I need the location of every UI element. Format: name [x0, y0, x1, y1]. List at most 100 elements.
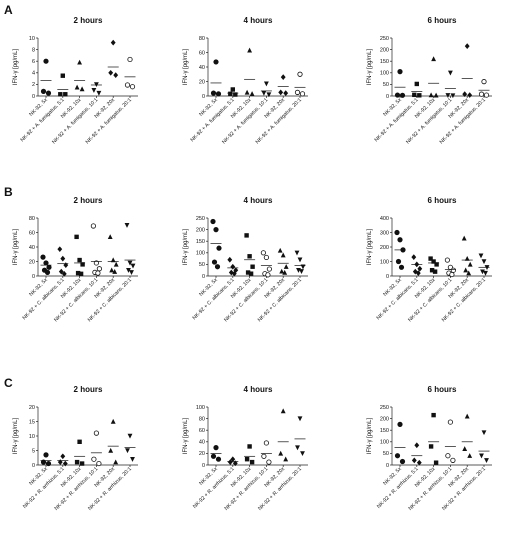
- data-point: [283, 264, 289, 269]
- data-point: [467, 92, 473, 98]
- data-point: [478, 253, 484, 259]
- data-point: [398, 264, 405, 270]
- data-point: [213, 59, 219, 65]
- y-tick-label: 100: [380, 259, 389, 265]
- data-point: [294, 89, 301, 95]
- data-point: [283, 90, 289, 96]
- y-tick-label: 20: [199, 451, 205, 457]
- data-point: [230, 263, 236, 270]
- data-point: [433, 92, 439, 98]
- data-point: [124, 82, 131, 88]
- y-tick-label: 15: [29, 419, 35, 425]
- data-point: [58, 92, 63, 97]
- y-tick-label: 250: [380, 36, 389, 42]
- y-tick-label: 0: [202, 463, 205, 469]
- y-tick-label: 100: [380, 71, 389, 77]
- chart-title: 6 hours: [428, 385, 457, 394]
- y-axis-label: IFN-γ [pg/mL]: [183, 48, 189, 85]
- data-point: [77, 257, 82, 263]
- data-point: [431, 56, 437, 62]
- y-tick-label: 150: [196, 239, 205, 245]
- data-point: [431, 412, 436, 418]
- y-tick-label: 0: [32, 94, 35, 100]
- y-tick-label: 300: [380, 230, 389, 236]
- data-point: [411, 457, 417, 464]
- data-point: [397, 237, 403, 243]
- data-point: [127, 260, 133, 266]
- data-point: [449, 271, 455, 278]
- y-tick-label: 100: [196, 405, 205, 411]
- data-point: [464, 43, 470, 49]
- data-point: [478, 91, 485, 97]
- data-point: [127, 433, 133, 439]
- y-tick-label: 200: [196, 227, 205, 233]
- y-axis-label: IFN-γ [pg/mL]: [13, 228, 19, 265]
- chart-title: 4 hours: [244, 16, 273, 25]
- data-point: [58, 268, 64, 275]
- data-point: [467, 261, 473, 267]
- data-point: [210, 453, 217, 459]
- y-axis-label: IFN-γ [pg/mL]: [183, 228, 189, 265]
- data-point: [113, 72, 119, 78]
- y-tick-label: 60: [199, 428, 205, 434]
- data-point: [283, 456, 289, 462]
- y-tick-label: 250: [196, 216, 205, 222]
- y-tick-label: 6: [32, 59, 35, 65]
- data-point: [278, 89, 284, 96]
- y-tick-label: 150: [380, 59, 389, 65]
- data-point: [463, 267, 469, 273]
- chart-title: 4 hours: [244, 196, 273, 205]
- data-point: [461, 235, 467, 241]
- y-tick-label: 150: [380, 428, 389, 434]
- y-tick-label: 0: [386, 94, 389, 100]
- data-point: [44, 269, 51, 275]
- data-point: [450, 93, 456, 99]
- chart-title: 2 hours: [74, 196, 103, 205]
- data-point: [46, 264, 52, 270]
- data-point: [74, 84, 80, 90]
- panel-label-b: B: [4, 185, 13, 199]
- data-point: [130, 263, 136, 269]
- data-point: [432, 269, 438, 274]
- chart-title: 4 hours: [244, 385, 273, 394]
- data-point: [280, 252, 286, 258]
- data-point: [247, 47, 253, 53]
- data-point: [417, 93, 422, 98]
- data-point: [126, 268, 131, 273]
- y-tick-label: 50: [199, 262, 205, 268]
- data-point: [295, 445, 300, 451]
- data-point: [297, 257, 303, 263]
- y-tick-label: 80: [199, 416, 205, 422]
- y-tick-label: 2: [32, 82, 35, 88]
- y-axis-label: IFN-γ [pg/mL]: [13, 48, 19, 85]
- data-point: [75, 270, 81, 276]
- data-point: [210, 90, 217, 96]
- data-point: [43, 260, 49, 266]
- data-point: [62, 460, 68, 467]
- data-point: [428, 444, 434, 449]
- data-point: [394, 229, 400, 236]
- y-tick-label: 4: [32, 71, 35, 77]
- y-axis-label: IFN-γ [pg/mL]: [183, 417, 189, 454]
- panel-label-c: C: [4, 376, 13, 390]
- data-point: [266, 266, 272, 272]
- data-point: [244, 457, 250, 462]
- data-point: [245, 270, 251, 275]
- y-axis-label: IFN-γ [pg/mL]: [367, 48, 373, 85]
- y-tick-label: 200: [380, 47, 389, 53]
- y-axis-label: IFN-γ [pg/mL]: [13, 417, 19, 454]
- data-point: [233, 267, 239, 274]
- data-point: [90, 223, 97, 229]
- data-point: [45, 460, 52, 467]
- data-point: [63, 262, 69, 268]
- y-tick-label: 60: [29, 230, 35, 236]
- data-point: [467, 453, 473, 458]
- data-point: [429, 268, 435, 273]
- data-point: [416, 459, 422, 466]
- y-tick-label: 100: [380, 440, 389, 446]
- data-point: [96, 266, 103, 272]
